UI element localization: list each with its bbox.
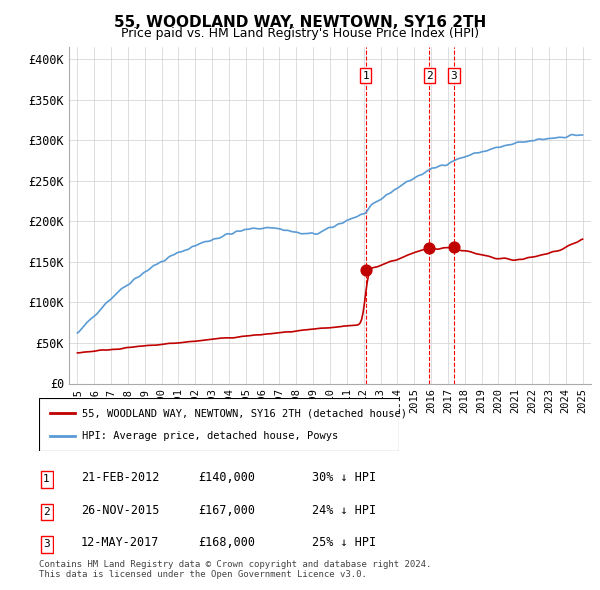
Point [449,242,459,252]
Text: £167,000: £167,000 [198,504,255,517]
Text: 3: 3 [451,71,457,81]
Text: 2: 2 [426,71,433,81]
FancyBboxPatch shape [39,398,399,451]
Text: 24% ↓ HPI: 24% ↓ HPI [312,504,376,517]
Text: Contains HM Land Registry data © Crown copyright and database right 2024.
This d: Contains HM Land Registry data © Crown c… [39,560,431,579]
Text: 2: 2 [43,507,50,517]
FancyBboxPatch shape [41,471,53,487]
Text: 1: 1 [43,474,50,484]
Text: 3: 3 [43,539,50,549]
Text: HPI: Average price, detached house, Powys: HPI: Average price, detached house, Powy… [82,431,338,441]
Text: 21-FEB-2012: 21-FEB-2012 [81,471,160,484]
Text: Price paid vs. HM Land Registry's House Price Index (HPI): Price paid vs. HM Land Registry's House … [121,27,479,40]
Text: 55, WOODLAND WAY, NEWTOWN, SY16 2TH: 55, WOODLAND WAY, NEWTOWN, SY16 2TH [114,15,486,30]
Text: 25% ↓ HPI: 25% ↓ HPI [312,536,376,549]
FancyBboxPatch shape [41,503,53,520]
Text: 55, WOODLAND WAY, NEWTOWN, SY16 2TH (detached house): 55, WOODLAND WAY, NEWTOWN, SY16 2TH (det… [82,408,407,418]
Text: 1: 1 [362,71,369,81]
Text: £140,000: £140,000 [198,471,255,484]
FancyBboxPatch shape [41,536,53,552]
Point [425,244,434,253]
Text: £168,000: £168,000 [198,536,255,549]
Text: 12-MAY-2017: 12-MAY-2017 [81,536,160,549]
Text: 26-NOV-2015: 26-NOV-2015 [81,504,160,517]
Point [361,266,371,275]
Text: 30% ↓ HPI: 30% ↓ HPI [312,471,376,484]
